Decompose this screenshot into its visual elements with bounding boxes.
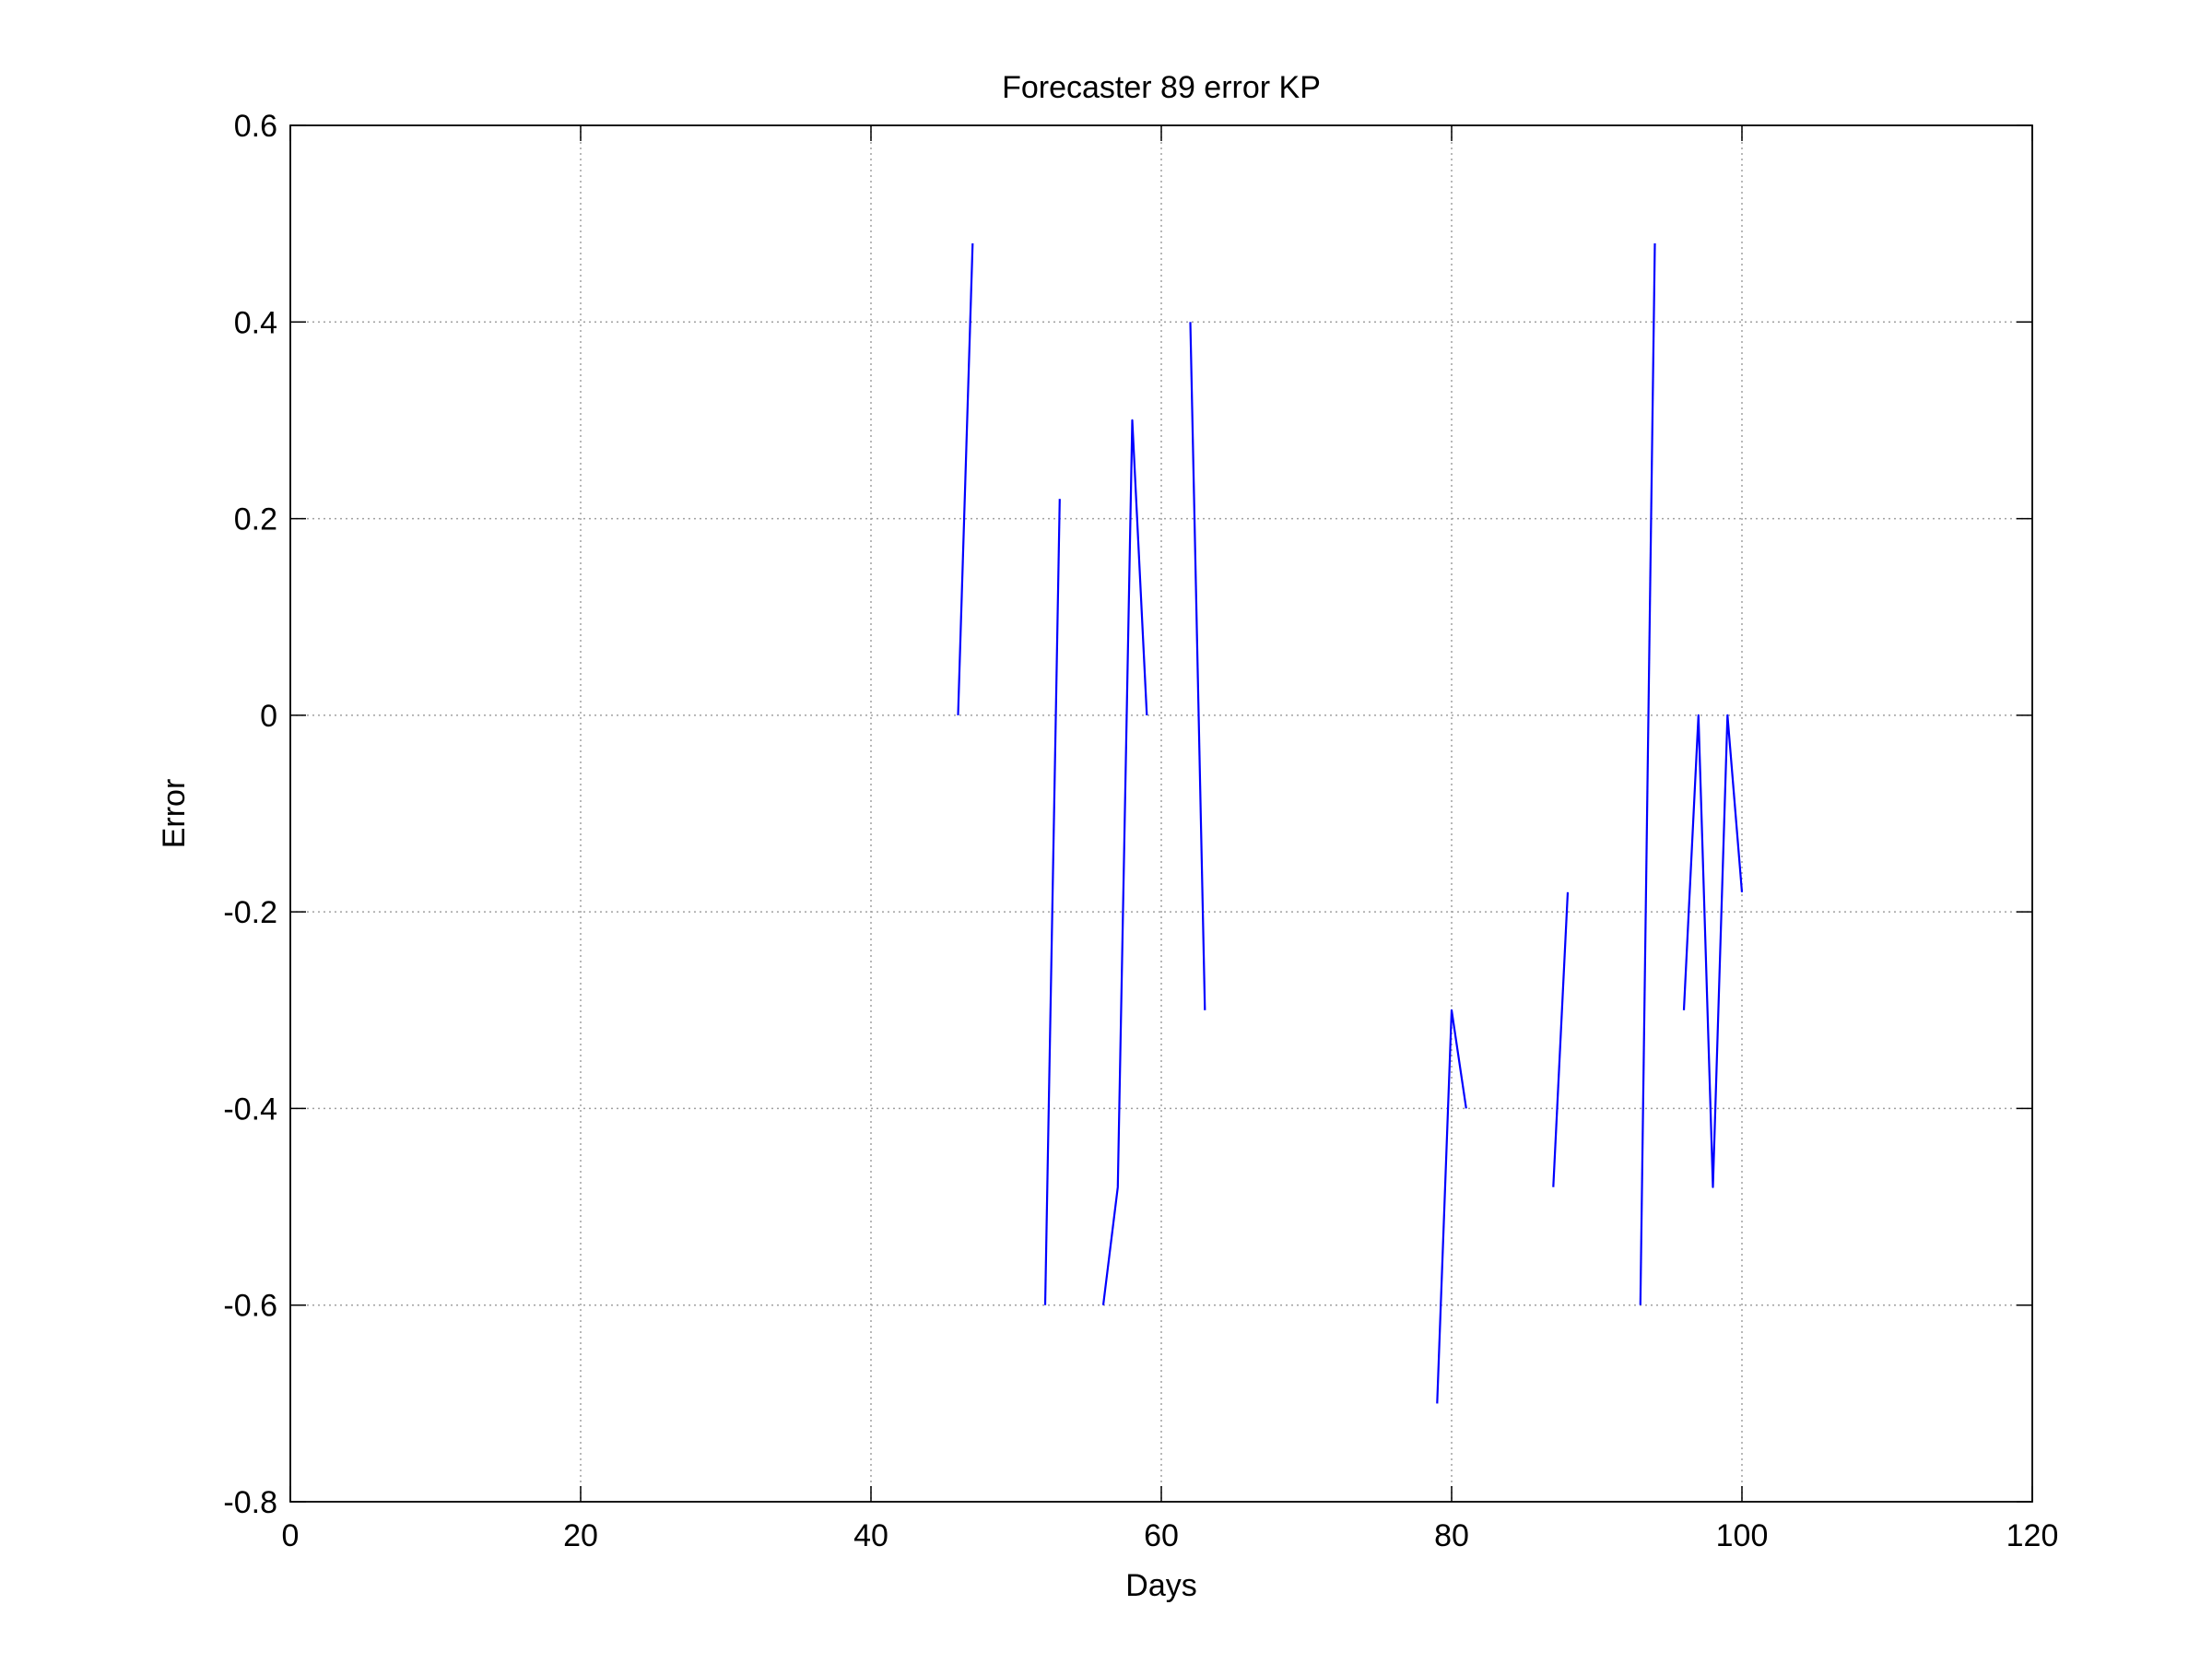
y-tick-label: 0 xyxy=(260,699,277,734)
series-segment-2 xyxy=(1043,499,1061,1305)
series-segment-8 xyxy=(1682,714,1744,1188)
x-axis-label: Days xyxy=(1125,1568,1196,1603)
series-segment-6 xyxy=(1552,891,1570,1187)
y-tick-label: -0.6 xyxy=(223,1289,277,1324)
y-tick-label: 0.2 xyxy=(234,502,277,537)
series-lines xyxy=(957,242,1744,1404)
x-tick-label: 20 xyxy=(563,1518,598,1553)
y-tick-label: 0.4 xyxy=(234,305,277,340)
series-segment-7 xyxy=(1639,242,1656,1305)
x-tick-label: 100 xyxy=(1716,1518,1769,1553)
series-segment-1 xyxy=(957,242,974,715)
series-segment-4 xyxy=(1189,322,1206,1010)
axes-frame xyxy=(289,124,2033,1503)
y-tick-labels: -0.8 -0.6 -0.4 -0.2 0 0.2 0.4 0.6 xyxy=(223,109,277,1520)
y-tick-label: -0.4 xyxy=(223,1092,277,1127)
x-tick-labels: 0 20 40 60 80 100 120 xyxy=(282,1518,2059,1553)
y-tick-label: -0.8 xyxy=(223,1485,277,1520)
chart-title: Forecaster 89 error KP xyxy=(1002,70,1321,105)
series-segment-3 xyxy=(1101,419,1148,1305)
x-tick-label: 40 xyxy=(853,1518,888,1553)
y-axis-label: Error xyxy=(157,779,192,849)
y-tick-label: 0.6 xyxy=(234,109,277,144)
x-tick-label: 80 xyxy=(1434,1518,1469,1553)
y-tick-label: -0.2 xyxy=(223,895,277,930)
x-tick-label: 60 xyxy=(1144,1518,1179,1553)
x-tick-label: 0 xyxy=(282,1518,300,1553)
series-segment-5 xyxy=(1436,1009,1467,1404)
x-tick-label: 120 xyxy=(2006,1518,2059,1553)
